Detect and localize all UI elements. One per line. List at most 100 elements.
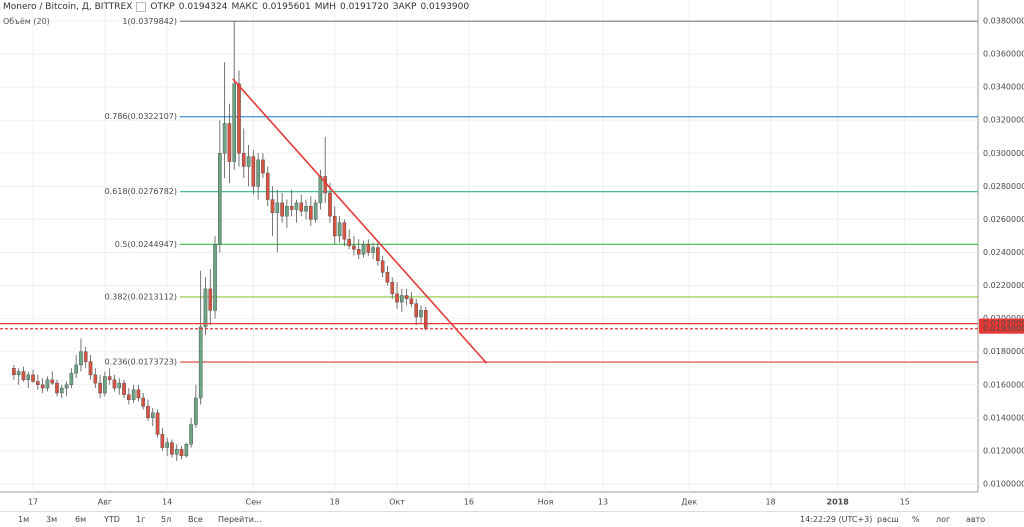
stat-value: 0.0195601 [262,2,311,12]
range-button[interactable]: 1г [136,515,146,524]
candle-body [64,384,69,389]
candle-body [165,442,169,448]
candle-body [294,202,299,210]
candle-body [414,303,419,318]
candle-body [194,397,198,425]
candle-body [117,382,122,389]
candle-body [232,83,237,162]
range-button[interactable]: 1м [18,515,30,524]
candle-body [318,176,323,204]
clock: 14:22:29 (UTC+3) [800,515,873,524]
price-label: 0.0193900 [983,324,1024,333]
candle-body [40,384,45,389]
x-tick-label: Авг [98,498,112,507]
price-label-box [979,323,1024,334]
range-button[interactable]: YTD [104,515,120,524]
fib-label: 0.786(0.0322107) [105,112,177,121]
candle-body [127,394,131,400]
option-button[interactable]: авто [966,515,986,524]
option-button[interactable]: расш [877,515,899,524]
candle-body [107,376,112,381]
price-axis-bg [978,0,1024,511]
candle-body [309,205,313,220]
candle-body [352,245,356,250]
chart: 0.0100000 0.0120000 0.0140000 0.0160000 0.01… [0,0,1024,511]
y-tick-label: 0.0360000 [983,50,1024,59]
fib-label: 0.618(0.0276782) [105,187,177,196]
candle-body [59,387,64,394]
candle-body [371,247,375,253]
y-tick-label: 0.0100000 [983,479,1024,488]
candle-body [400,295,404,303]
candle-body [280,202,284,217]
icon[interactable] [136,2,147,12]
candle-body [246,156,251,167]
candle-body [213,244,217,311]
price-label-box [979,318,1024,329]
candle-body [150,412,155,419]
range-button[interactable]: Все [188,515,203,524]
candle-body [237,83,241,154]
option-button[interactable]: % [912,515,920,524]
x-tick-label: 2018 [827,498,850,507]
candle-body [256,159,260,187]
candle-body [342,222,347,240]
header: Monero / Bitcoin, Д, BITTREX ОТКР 0.01943… [0,0,469,14]
y-tick-label: 0.0240000 [983,248,1024,257]
y-tick-label: 0.0220000 [983,281,1024,290]
y-tick-label: 0.0380000 [983,16,1024,25]
x-tick-label: 13 [598,498,608,507]
candle-body [275,202,280,214]
range-button[interactable]: 3м [46,515,58,524]
price-label: 0.0197000 [983,319,1024,328]
stat-label: ОТКР [150,2,175,12]
candle-body [131,389,136,400]
candle-body [31,374,35,382]
candle-body [112,379,117,389]
stat-value: 0.0194324 [178,2,228,12]
candle-body [160,434,165,448]
candle-body [26,374,31,381]
y-tick-label: 0.0280000 [983,182,1024,191]
trend-line [232,78,488,364]
candle-body [380,260,385,273]
candle-body [332,215,337,237]
fib-label: 0.5(0.0244947) [115,240,177,249]
candle-body [404,295,409,299]
candle-body [174,449,179,455]
x-tick-label: Сен [245,498,261,507]
symbol: Monero / Bitcoin, Д, BITTREX [3,2,133,12]
range-button[interactable]: 5л [161,515,172,524]
stat-label: МАКС [231,2,259,12]
candle-body [366,244,371,253]
candle-body [423,310,428,329]
x-tick-label: Дек [681,498,697,507]
candle-body [179,449,184,457]
y-tick-label: 0.0260000 [983,215,1024,224]
x-tick-label: 16 [464,498,474,507]
candle-body [83,351,88,362]
candle-body [328,192,332,217]
stat-value: 0.0193900 [420,2,470,12]
option-button[interactable]: лог [936,515,951,524]
candle-body [198,326,203,399]
range-button[interactable]: Перейти... [218,515,262,524]
candle-body [337,222,342,237]
x-tick-label: 15 [900,498,910,507]
candle-body [218,153,222,245]
volume-label: Объём (20) [3,17,50,26]
candle-body [222,123,227,154]
candle-body [88,361,93,376]
candle-body [45,379,50,389]
candle-body [21,371,26,381]
candle-body [361,244,366,255]
candle-body [146,406,150,419]
candle-body [289,205,294,210]
candle-body [16,371,21,376]
x-tick-label: 14 [162,498,172,507]
candle-body [304,205,308,212]
candle-body [409,298,414,304]
fib-label: 0.236(0.0173723) [105,358,177,367]
range-button[interactable]: 6м [75,515,87,524]
